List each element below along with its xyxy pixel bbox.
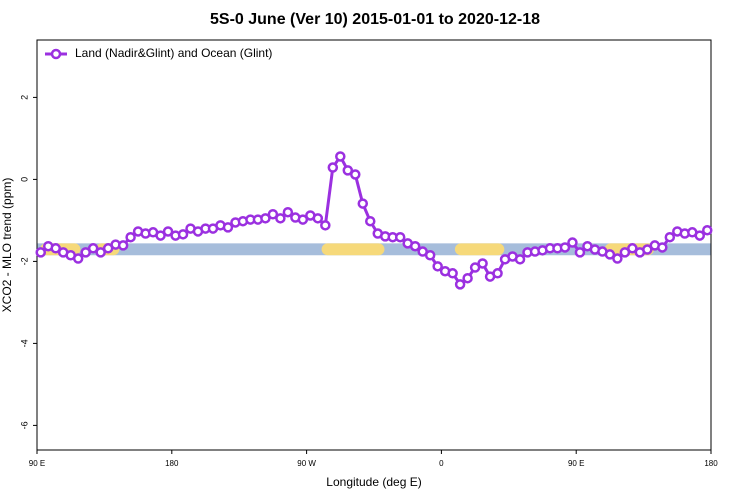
data-point [559, 242, 571, 253]
plot-frame [36, 39, 712, 451]
data-point [432, 261, 443, 272]
data-point [394, 231, 406, 243]
data-point [117, 240, 129, 251]
data-point [574, 247, 586, 258]
data-point [357, 198, 369, 209]
data-point [477, 258, 488, 269]
data-point [365, 215, 376, 227]
y-tick-label: 0 [19, 177, 29, 182]
x-tick-label: 90 E [29, 459, 45, 468]
data-point [95, 247, 106, 258]
data-point [604, 249, 616, 260]
data-point [409, 240, 421, 252]
data-point [162, 226, 174, 237]
data-point [619, 247, 631, 258]
data-point [177, 229, 189, 240]
legend-marker [50, 48, 62, 60]
data-point [155, 230, 166, 241]
y-tick-label: -6 [19, 421, 29, 429]
data-point [642, 244, 653, 255]
y-axis-label: XCO2 - MLO trend (ppm) [0, 178, 14, 313]
data-point [87, 243, 99, 254]
data-point [514, 254, 526, 265]
data-point [267, 209, 279, 220]
legend-label: Land (Nadir&Glint) and Ocean (Glint) [75, 46, 272, 60]
data-point [80, 247, 91, 258]
data-point [297, 214, 309, 225]
chart-title: 5S-0 June (Ver 10) 2015-01-01 to 2020-12… [210, 11, 540, 28]
data-point [462, 272, 473, 284]
x-tick-label: 90 W [297, 459, 316, 468]
data-point [50, 243, 61, 254]
data-point [350, 169, 361, 180]
data-point [694, 230, 706, 241]
data-point [222, 222, 234, 233]
data-point [35, 247, 46, 258]
data-point [335, 151, 346, 162]
data-point [125, 231, 136, 243]
band-segment [454, 243, 505, 256]
data-point [567, 237, 578, 248]
data-point [447, 268, 458, 279]
data-point [342, 165, 354, 176]
data-point [320, 220, 331, 231]
data-point [72, 253, 84, 264]
data-point [275, 213, 286, 224]
y-tick-label: -2 [19, 257, 29, 265]
x-tick-label: 90 E [568, 459, 584, 468]
data-point [454, 279, 466, 290]
y-tick-label: -4 [19, 339, 29, 347]
data-point [327, 162, 339, 173]
data-point [664, 231, 676, 243]
data-point [627, 243, 638, 254]
x-axis-label: Longitude (deg E) [326, 475, 421, 489]
data-point [657, 242, 668, 253]
band-segment [321, 243, 385, 256]
x-tick-label: 180 [704, 459, 718, 468]
data-point [469, 262, 481, 273]
data-point [702, 224, 713, 236]
data-point [424, 250, 436, 261]
y-tick-label: 2 [19, 95, 29, 100]
data-point [282, 206, 294, 218]
x-tick-label: 0 [439, 459, 444, 468]
x-tick-label: 180 [165, 459, 179, 468]
data-point [312, 213, 324, 224]
data-point [260, 213, 271, 224]
data-point [612, 253, 623, 264]
data-point [492, 268, 503, 279]
